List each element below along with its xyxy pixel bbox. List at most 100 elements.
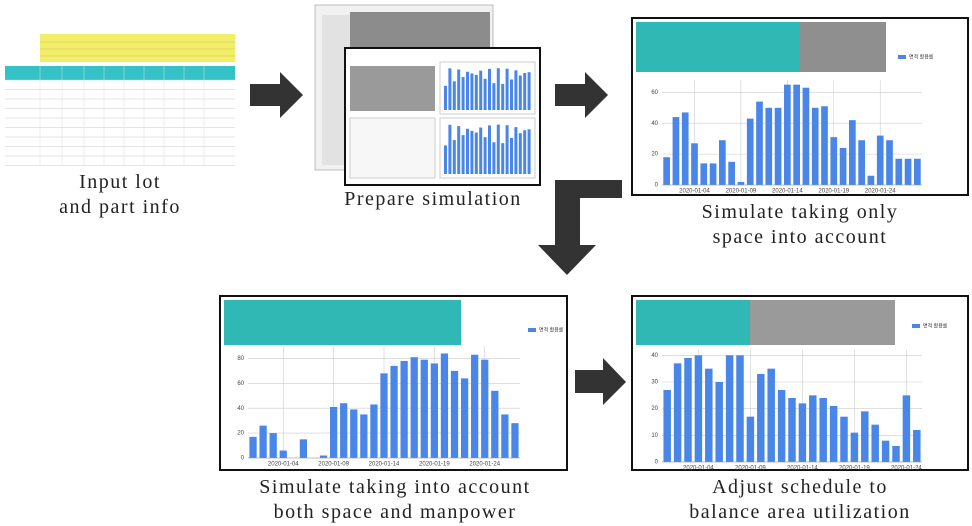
- bar: [913, 430, 920, 462]
- mini-bar: [523, 73, 526, 110]
- bar: [726, 355, 733, 462]
- x-tick-label: 2020-01-04: [268, 462, 299, 468]
- mini-bar: [470, 73, 473, 110]
- bar: [431, 363, 438, 458]
- bar: [380, 373, 387, 458]
- mini-bar: [497, 68, 500, 110]
- bar: [812, 108, 819, 185]
- y-tick-label: 10: [651, 433, 658, 439]
- y-tick-label: 20: [651, 406, 658, 412]
- mini-bar: [479, 128, 482, 174]
- bar: [280, 451, 287, 458]
- mini-bar: [457, 126, 460, 174]
- mini-bar: [484, 137, 487, 174]
- grid-panel: [350, 118, 435, 178]
- mini-bar: [492, 83, 495, 110]
- y-tick-label: 40: [651, 121, 658, 127]
- bar: [851, 433, 858, 462]
- bar: [481, 360, 488, 458]
- bar: [803, 88, 810, 185]
- bar: [663, 390, 670, 462]
- legend-label: 면적 활용률: [923, 322, 948, 329]
- x-tick-label: 2020-01-19: [839, 466, 870, 472]
- mini-bar: [444, 145, 447, 174]
- bar: [914, 159, 921, 185]
- bar: [775, 108, 782, 185]
- bar: [747, 417, 754, 462]
- bar: [861, 411, 868, 462]
- bar: [830, 137, 837, 185]
- bar: [411, 357, 418, 458]
- bar: [868, 176, 875, 185]
- legend-swatch: [912, 324, 920, 328]
- bar: [421, 360, 428, 458]
- x-tick-label: 2020-01-14: [369, 462, 400, 468]
- bar: [738, 182, 745, 185]
- mini-bar: [523, 130, 526, 174]
- mini-bar: [462, 135, 465, 174]
- mini-bar: [514, 70, 517, 110]
- bar: [340, 403, 347, 458]
- bar: [747, 119, 754, 185]
- bar: [249, 437, 256, 458]
- y-tick-label: 60: [237, 381, 244, 387]
- arrow: [250, 72, 303, 118]
- obscured-header: [750, 300, 895, 345]
- mini-bar: [497, 125, 500, 174]
- bar: [821, 106, 828, 185]
- bar: [840, 148, 847, 185]
- bar: [451, 371, 458, 458]
- mini-bar: [484, 79, 487, 110]
- y-tick-label: 20: [651, 152, 658, 158]
- caption: Adjust schedule to: [712, 476, 888, 498]
- mini-bar: [448, 68, 451, 110]
- lot-table-thumbnail: [5, 34, 235, 166]
- bar: [441, 353, 448, 458]
- bar: [691, 143, 698, 185]
- x-tick-label: 2020-01-24: [891, 466, 922, 472]
- bar: [673, 117, 680, 185]
- mini-bar: [506, 125, 509, 174]
- bar: [886, 140, 893, 185]
- bar: [819, 398, 826, 462]
- mini-bar: [475, 75, 478, 110]
- bar: [710, 163, 717, 185]
- mini-bar: [492, 142, 495, 174]
- mini-bar: [519, 133, 522, 174]
- x-tick-label: 2020-01-24: [865, 189, 896, 195]
- bar: [767, 369, 774, 462]
- bar: [300, 439, 307, 458]
- x-tick-label: 2020-01-24: [469, 462, 500, 468]
- caption: balance area utilization: [689, 501, 910, 523]
- y-tick-label: 60: [651, 90, 658, 96]
- bar: [719, 140, 726, 185]
- table-header: [5, 66, 235, 80]
- legend-label: 면적 활용률: [539, 326, 564, 333]
- bar: [471, 355, 478, 458]
- y-tick-label: 40: [651, 353, 658, 359]
- legend-swatch: [898, 55, 906, 59]
- bar: [905, 159, 912, 185]
- mini-bar: [514, 127, 517, 174]
- mini-bar: [453, 140, 456, 174]
- bar: [330, 407, 337, 458]
- mini-bar: [462, 77, 465, 110]
- mini-bar: [510, 79, 513, 110]
- bar: [511, 423, 518, 458]
- obscured-header: [800, 22, 886, 72]
- preview: [350, 66, 435, 111]
- y-tick-label: 80: [237, 356, 244, 362]
- bar: [849, 120, 856, 185]
- caption: Input lot: [79, 171, 161, 193]
- caption: space into account: [713, 226, 888, 248]
- x-tick-label: 2020-01-09: [726, 189, 757, 195]
- bar: [830, 406, 837, 462]
- page: {"steps": [ {"caption": ["Input lot", "a…: [0, 0, 972, 526]
- bar: [871, 425, 878, 462]
- bar: [695, 355, 702, 462]
- bar: [259, 426, 266, 458]
- software-thumbnail: [315, 5, 540, 185]
- bar: [882, 441, 889, 462]
- y-tick-label: 30: [651, 380, 658, 386]
- bar: [756, 102, 763, 185]
